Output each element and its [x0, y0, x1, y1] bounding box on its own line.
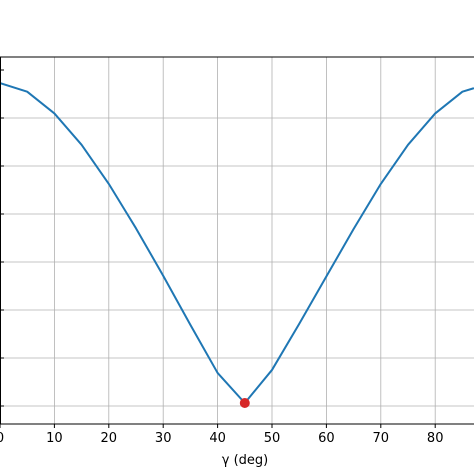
grid: [0, 57, 474, 424]
marker-layer: [239, 397, 250, 408]
minimum-point-marker: [239, 397, 250, 408]
x-tick-label: 0: [0, 431, 4, 446]
x-tick-label: 50: [264, 431, 281, 446]
x-tick-label: 60: [318, 431, 335, 446]
series-line: [0, 82, 474, 404]
series-layer: [0, 82, 474, 404]
x-tick-label: 70: [373, 431, 390, 446]
x-tick-label: 20: [101, 431, 118, 446]
x-tick-label: 40: [209, 431, 226, 446]
x-tick-label: 80: [427, 431, 444, 446]
x-tick-labels: 0 10 20 30 40 50 60 70 80: [0, 431, 443, 446]
x-tick-label: 30: [155, 431, 172, 446]
axes: [0, 56, 474, 428]
x-axis-label: γ (deg): [222, 453, 268, 468]
x-tick-label: 10: [46, 431, 63, 446]
